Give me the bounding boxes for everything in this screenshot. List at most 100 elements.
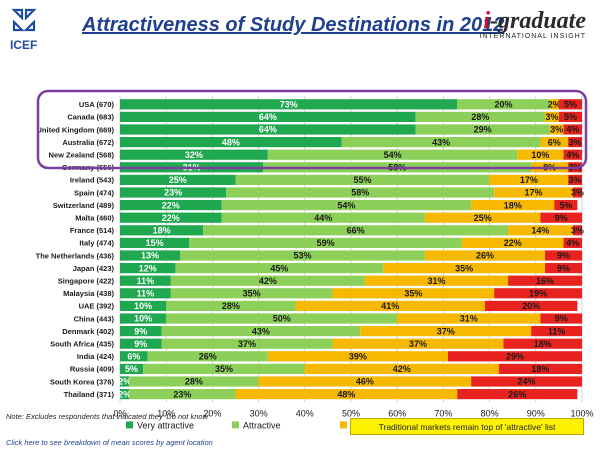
chart-title: Attractiveness of Study Destinations in … bbox=[82, 14, 505, 36]
bar-attractive-china bbox=[166, 313, 398, 324]
data-label-very-attractive: 64% bbox=[259, 125, 277, 135]
bar-attractive-thailand bbox=[129, 389, 236, 400]
bar-very-attractive-ireland bbox=[120, 174, 236, 185]
data-label-very-attractive: 22% bbox=[162, 200, 180, 210]
x-tick-label: 20% bbox=[203, 408, 221, 418]
bar-very-attractive-italy bbox=[120, 237, 190, 248]
data-label-very-attractive: 15% bbox=[146, 238, 164, 248]
category-label-australia: Australia (672) bbox=[62, 138, 114, 147]
bar-attractive-australia bbox=[341, 137, 541, 148]
category-label-singapore: Singapore (422) bbox=[58, 277, 115, 286]
data-label-very-attractive: 48% bbox=[222, 137, 240, 147]
data-label-unattractive: 17% bbox=[520, 175, 538, 185]
x-tick-label: 60% bbox=[388, 408, 406, 418]
data-label-unattractive: 3% bbox=[545, 112, 558, 122]
bar-very-attractive-new-zealand bbox=[120, 149, 268, 160]
bar-unattractive-france bbox=[508, 225, 573, 236]
x-axis-ticks: 0% 10% 20% 30% 40% 50% 60% 70% 80% 90% 100% bbox=[113, 408, 593, 418]
bar-very-unattractive-india bbox=[448, 351, 582, 362]
category-label-denmark: Denmark (402) bbox=[62, 327, 114, 336]
data-label-very-unattractive: 3% bbox=[571, 226, 584, 236]
data-label-very-unattractive: 4% bbox=[566, 125, 579, 135]
data-label-attractive: 44% bbox=[314, 213, 332, 223]
bar-very-attractive-china bbox=[120, 313, 167, 324]
data-label-attractive: 43% bbox=[432, 137, 450, 147]
bar-very-attractive-switzerland bbox=[120, 200, 222, 211]
data-label-unattractive: 18% bbox=[504, 200, 522, 210]
bar-very-attractive-japan bbox=[120, 263, 176, 274]
bar-very-attractive-france bbox=[120, 225, 204, 236]
data-label-unattractive: 37% bbox=[409, 339, 427, 349]
data-label-attractive: 59% bbox=[317, 238, 335, 248]
data-label-attractive: 23% bbox=[173, 389, 191, 399]
bar-very-unattractive-south-korea bbox=[471, 376, 582, 387]
bar-very-attractive-singapore bbox=[120, 275, 171, 286]
category-label-china: China (443) bbox=[74, 314, 115, 323]
legend-swatch-attractive bbox=[232, 421, 239, 429]
x-tick-label: 70% bbox=[434, 408, 452, 418]
bar-very-unattractive-italy bbox=[563, 237, 582, 248]
data-label-very-attractive: 73% bbox=[280, 100, 298, 110]
bar-unattractive-usa bbox=[549, 99, 559, 110]
bar-very-attractive-the-netherlands bbox=[120, 250, 181, 261]
data-label-very-unattractive: 3% bbox=[569, 137, 582, 147]
bar-unattractive-singapore bbox=[364, 275, 509, 286]
bar-attractive-united-kingdom bbox=[415, 124, 550, 135]
data-label-very-unattractive: 3% bbox=[571, 188, 584, 198]
bar-unattractive-denmark bbox=[360, 326, 532, 337]
data-label-attractive: 42% bbox=[259, 276, 277, 286]
legend-swatch-unattractive bbox=[340, 421, 347, 429]
bar-very-unattractive-new-zealand bbox=[563, 149, 582, 160]
category-label-south-korea: South Korea (376) bbox=[50, 377, 115, 386]
bar-very-unattractive-usa bbox=[558, 99, 582, 110]
bar-attractive-singapore bbox=[170, 275, 365, 286]
bar-unattractive-india bbox=[267, 351, 449, 362]
bar-unattractive-china bbox=[397, 313, 541, 324]
data-label-very-attractive: 11% bbox=[137, 276, 155, 286]
legend-label-very-attractive: Very attractive bbox=[137, 420, 194, 430]
data-label-unattractive: 26% bbox=[476, 251, 494, 261]
bar-unattractive-uae bbox=[295, 300, 485, 311]
x-tick-label: 80% bbox=[481, 408, 499, 418]
category-label-india: India (424) bbox=[77, 352, 115, 361]
bar-very-unattractive-australia bbox=[568, 137, 582, 148]
data-label-attractive: 28% bbox=[222, 301, 240, 311]
data-label-very-unattractive: 24% bbox=[518, 377, 536, 387]
bar-attractive-switzerland bbox=[221, 200, 472, 211]
data-label-very-attractive: 2% bbox=[118, 389, 131, 399]
brand-tagline: INTERNATIONAL INSIGHT bbox=[479, 33, 586, 40]
bar-unattractive-japan bbox=[383, 263, 546, 274]
data-label-attractive: 37% bbox=[238, 339, 256, 349]
category-label-uae: UAE (392) bbox=[79, 302, 115, 311]
data-label-very-attractive: 25% bbox=[169, 175, 187, 185]
bar-very-attractive-thailand bbox=[120, 389, 130, 400]
data-label-attractive: 54% bbox=[384, 150, 402, 160]
data-label-very-attractive: 9% bbox=[134, 326, 147, 336]
bar-unattractive-australia bbox=[540, 137, 569, 148]
bar-attractive-ireland bbox=[235, 174, 490, 185]
bar-attractive-italy bbox=[189, 237, 462, 248]
data-label-very-attractive: 13% bbox=[141, 251, 159, 261]
data-label-very-unattractive: 29% bbox=[506, 352, 524, 362]
data-label-very-unattractive: 26% bbox=[508, 389, 526, 399]
bar-very-unattractive-china bbox=[540, 313, 582, 324]
category-label-malta: Malta (460) bbox=[75, 214, 114, 223]
icef-logo-label: ICEF bbox=[10, 38, 38, 52]
data-label-unattractive: 2% bbox=[548, 100, 561, 110]
category-label-france: France (514) bbox=[70, 226, 115, 235]
x-tick-label: 10% bbox=[157, 408, 175, 418]
bar-attractive-malaysia bbox=[170, 288, 333, 299]
bars: 73% 20% 2% 5%64% 28% 3% 5%64% 29% 3% 4%48% 43% 6% 3%… bbox=[118, 99, 584, 399]
data-label-very-unattractive: 19% bbox=[529, 289, 547, 299]
breakdown-link[interactable]: Click here to see breakdown of mean scor… bbox=[6, 438, 213, 447]
bar-very-attractive-malta bbox=[120, 212, 222, 223]
data-label-unattractive: 39% bbox=[349, 352, 367, 362]
bar-very-unattractive-spain bbox=[572, 187, 582, 198]
bar-very-unattractive-ireland bbox=[568, 174, 582, 185]
data-label-unattractive: 6% bbox=[548, 137, 561, 147]
data-label-unattractive: 17% bbox=[524, 188, 542, 198]
data-label-very-attractive: 10% bbox=[134, 301, 152, 311]
bar-attractive-denmark bbox=[161, 326, 361, 337]
bar-very-attractive-russia bbox=[120, 363, 144, 374]
category-label-south-africa: South Africa (435) bbox=[50, 340, 114, 349]
